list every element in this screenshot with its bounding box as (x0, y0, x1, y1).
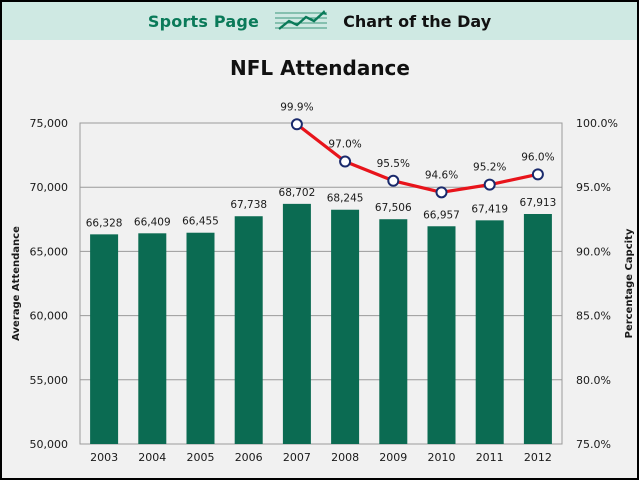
bar-data-label: 66,409 (134, 216, 171, 228)
x-tick-label: 2008 (331, 451, 359, 464)
y2-tick-label: 75.0% (576, 438, 611, 451)
y-tick-label: 65,000 (30, 245, 69, 258)
capacity-point (531, 168, 544, 181)
x-tick-label: 2011 (476, 451, 504, 464)
x-tick-label: 2009 (379, 451, 407, 464)
bar (427, 226, 456, 444)
capacity-point (435, 186, 448, 199)
capacity-data-label: 96.0% (521, 151, 554, 163)
bar-data-label: 67,419 (471, 203, 508, 215)
bar-series (90, 203, 552, 444)
bar (379, 219, 408, 444)
y-tick-label: 75,000 (30, 117, 69, 130)
bar (234, 216, 263, 444)
bar-data-label: 67,738 (230, 199, 267, 211)
bar-data-labels: 66,328 66,409 66,455 67,738 68,702 68,245 67,5… (86, 187, 557, 229)
y2-tick-label: 100.0% (576, 117, 618, 130)
x-tick-label: 2004 (138, 451, 166, 464)
bar-data-label: 67,506 (375, 202, 412, 214)
chart: NFL Attendance 66,328 66,409 66,45567,7386… (11, 56, 635, 464)
capacity-data-label: 99.9% (280, 101, 313, 113)
y2-tick-label: 80.0% (576, 374, 611, 387)
bar-data-label: 66,957 (423, 209, 460, 221)
left-axis-ticks: 50,000 55,000 60,000 65,000 70,000 75,000 (30, 117, 69, 451)
bar-data-label: 68,245 (327, 193, 364, 205)
capacity-point (290, 118, 303, 131)
x-tick-label: 2007 (283, 451, 311, 464)
capacity-point (387, 174, 400, 187)
capacity-line (295, 123, 539, 194)
x-tick-label: 2006 (235, 451, 263, 464)
capacity-data-label: 95.5% (377, 158, 410, 170)
y2-tick-label: 90.0% (576, 245, 611, 258)
capacity-data-label: 97.0% (328, 139, 361, 151)
banner: Sports Page Chart of the Day (2, 2, 637, 40)
right-axis-ticks: 75.0% 80.0% 85.0% 90.0% 95.0% 100.0% (576, 117, 618, 451)
y2-tick-label: 95.0% (576, 181, 611, 194)
capacity-line-series (290, 118, 544, 199)
bar (90, 234, 119, 444)
banner-heading: Chart of the Day (343, 11, 492, 31)
bar (475, 220, 504, 444)
bar-data-label: 66,455 (182, 216, 219, 228)
y-axis-label: Average Attendance (11, 226, 22, 341)
brand-title: Sports Page (147, 11, 260, 31)
y-tick-label: 50,000 (30, 438, 69, 451)
bar-data-label: 68,702 (279, 187, 316, 199)
capacity-data-label: 95.2% (473, 162, 506, 174)
bar (186, 232, 215, 444)
bar-data-label: 66,328 (86, 217, 123, 229)
x-tick-label: 2003 (90, 451, 118, 464)
y-tick-label: 70,000 (30, 181, 69, 194)
bar (138, 233, 167, 444)
y2-tick-label: 85.0% (576, 310, 611, 323)
x-axis-ticks: 2003 2004 2005 2006 2007 2008 2009 2010 2011 2012 (90, 451, 552, 464)
y-tick-label: 60,000 (30, 310, 69, 323)
capacity-point (339, 155, 352, 168)
y2-axis-label: Percentage Capcity (624, 228, 635, 338)
y-tick-label: 55,000 (30, 374, 69, 387)
bar (331, 209, 360, 444)
bar (523, 213, 552, 444)
chart-title: NFL Attendance (230, 56, 410, 80)
trend-chart-icon (273, 8, 330, 34)
x-tick-label: 2005 (187, 451, 215, 464)
bar (282, 203, 311, 444)
capacity-data-label: 94.6% (425, 169, 458, 181)
x-tick-label: 2010 (428, 451, 456, 464)
bar-data-label: 67,913 (520, 197, 557, 209)
capacity-point (483, 178, 496, 191)
x-tick-label: 2012 (524, 451, 552, 464)
capacity-data-labels: 99.9% 97.0% 95.5% 94.6% 95.2% 96.0% (280, 101, 554, 181)
